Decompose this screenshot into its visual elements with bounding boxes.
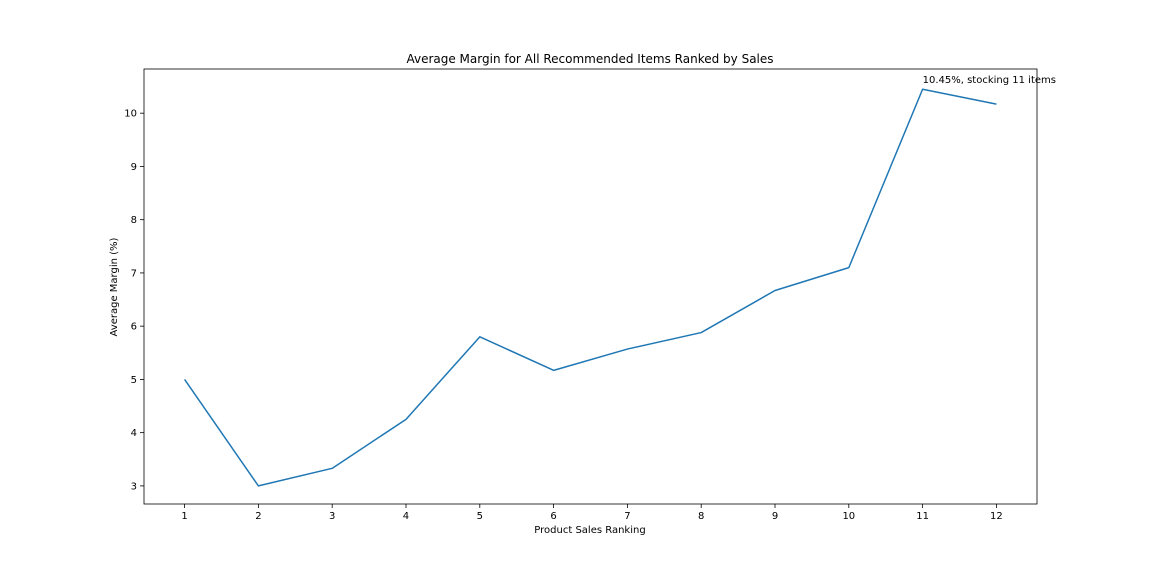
y-tick-label: 7: [131, 268, 137, 279]
x-tick-label: 9: [772, 511, 778, 522]
x-tick-label: 3: [329, 511, 335, 522]
y-tick-label: 5: [131, 375, 137, 386]
x-tick-label: 4: [403, 511, 409, 522]
x-tick-label: 10: [842, 511, 855, 522]
x-tick-label: 7: [624, 511, 630, 522]
y-tick-label: 8: [131, 215, 137, 226]
y-tick-label: 10: [124, 109, 137, 120]
y-tick-label: 6: [131, 322, 137, 333]
axes-frame: [143, 68, 1038, 505]
x-tick-label: 11: [916, 511, 929, 522]
series-line-0: [183, 88, 997, 487]
x-tick-label: 5: [477, 511, 483, 522]
x-tick-label: 8: [698, 511, 704, 522]
y-tick-label: 9: [131, 162, 137, 173]
y-axis-label: Average Margin (%): [109, 237, 120, 336]
x-tick-label: 6: [550, 511, 556, 522]
chart-title: Average Margin for All Recommended Items…: [406, 52, 773, 66]
y-tick-label: 3: [131, 481, 137, 492]
x-axis-label: Product Sales Ranking: [534, 525, 645, 536]
annotation-label: 10.45%, stocking 11 items: [923, 75, 1056, 86]
x-tick-label: 12: [990, 511, 1003, 522]
x-tick-label: 2: [255, 511, 261, 522]
x-tick-label: 1: [181, 511, 187, 522]
y-tick-label: 4: [131, 428, 137, 439]
